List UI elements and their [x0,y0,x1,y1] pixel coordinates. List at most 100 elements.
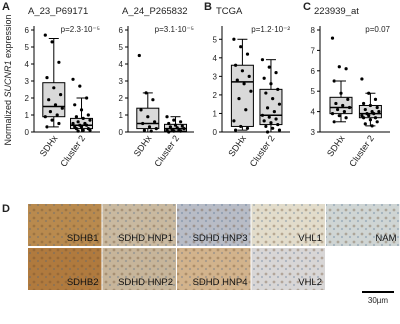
box [70,117,94,130]
data-point [47,98,51,102]
data-point [237,97,241,101]
data-point [81,116,85,120]
y-tick-label: 6 [25,26,30,35]
y-tick-label: 7 [311,46,316,55]
data-point [154,127,158,131]
y-tick-label: 2 [25,94,30,103]
data-point [274,71,278,75]
y-tick-label: 3 [311,128,316,137]
data-point [172,118,176,122]
micrograph-texture [177,204,251,246]
data-point [332,120,336,124]
y-tick-label: 4 [213,54,218,63]
data-point [59,93,63,97]
data-point [50,118,54,122]
micrograph-texture [177,248,251,290]
data-point [240,69,244,73]
y-tick-label: 5 [119,43,124,52]
data-point [232,119,236,123]
panel-letter: B [204,1,212,13]
data-point [43,115,47,119]
data-point [372,112,376,116]
data-point [244,108,248,112]
panel-letter: C [303,1,311,13]
data-point [370,124,374,128]
micrograph-texture [326,204,400,246]
data-point [332,79,336,83]
data-point [74,115,79,119]
data-point [363,107,367,112]
data-point [146,115,150,119]
y-tick-label: 1 [119,111,124,120]
p-value: p=3.1·10⁻⁵ [155,25,194,34]
data-point [375,105,379,110]
data-point [173,123,178,127]
data-point [57,60,61,64]
y-tick-label: 6 [311,67,316,76]
chart-title: A_23_P69171 [28,6,88,17]
chart-title: 223939_at [314,6,359,17]
data-point [53,103,58,107]
y-tick-label: 2 [119,94,124,103]
data-point [85,123,89,127]
x-tick-label: SDHx [325,133,347,158]
data-point [260,113,265,117]
chart-title: A_24_P265832 [122,6,188,17]
micrograph-texture [28,248,102,290]
data-point [337,114,341,118]
data-point [368,118,372,122]
micrograph-texture [102,248,176,290]
x-tick-label: SDHx [38,133,60,158]
box [230,64,254,127]
y-tick-label: 4 [25,60,30,69]
data-point [269,121,273,125]
box [136,107,160,130]
y-tick-label: 5 [25,43,30,52]
data-point [52,86,56,90]
data-point [346,97,350,101]
y-tick-label: 1 [25,111,30,120]
data-point [43,33,47,37]
chart-title: TCGA [216,6,243,17]
data-point [362,101,366,106]
micrograph-label: VHL1 [298,233,322,244]
y-tick-label: 0 [25,128,30,137]
data-point [245,126,250,130]
data-point [341,103,345,108]
data-point [182,127,186,131]
data-point [86,113,90,117]
data-point [339,91,343,95]
data-point [167,130,171,134]
data-point [367,91,371,95]
data-point [363,122,367,126]
data-point [153,120,157,124]
data-point [368,103,372,108]
data-point [76,129,80,133]
data-point [79,108,84,112]
data-point [234,63,238,67]
data-point [48,110,53,114]
data-point [141,121,145,126]
data-point [144,91,148,95]
data-point [74,127,79,131]
p-value: p=2.3·10⁻⁵ [61,25,100,34]
data-point [45,125,49,129]
data-point [149,129,153,133]
data-point [45,76,49,80]
data-point [264,124,268,129]
x-tick-label: Cluster 2 [347,133,376,168]
panel-letter: D [2,203,10,215]
data-point [172,129,176,133]
data-point [337,65,341,69]
data-point [336,107,340,112]
data-point [330,36,335,40]
data-point [57,121,61,126]
x-tick-label: SDHx [132,133,154,158]
data-point [267,115,271,119]
data-point [78,84,82,88]
data-point [375,120,379,124]
y-tick-label: 0 [213,128,218,137]
box [42,82,66,118]
y-tick-label: 4 [119,60,124,69]
y-tick-label: 3 [213,72,218,81]
